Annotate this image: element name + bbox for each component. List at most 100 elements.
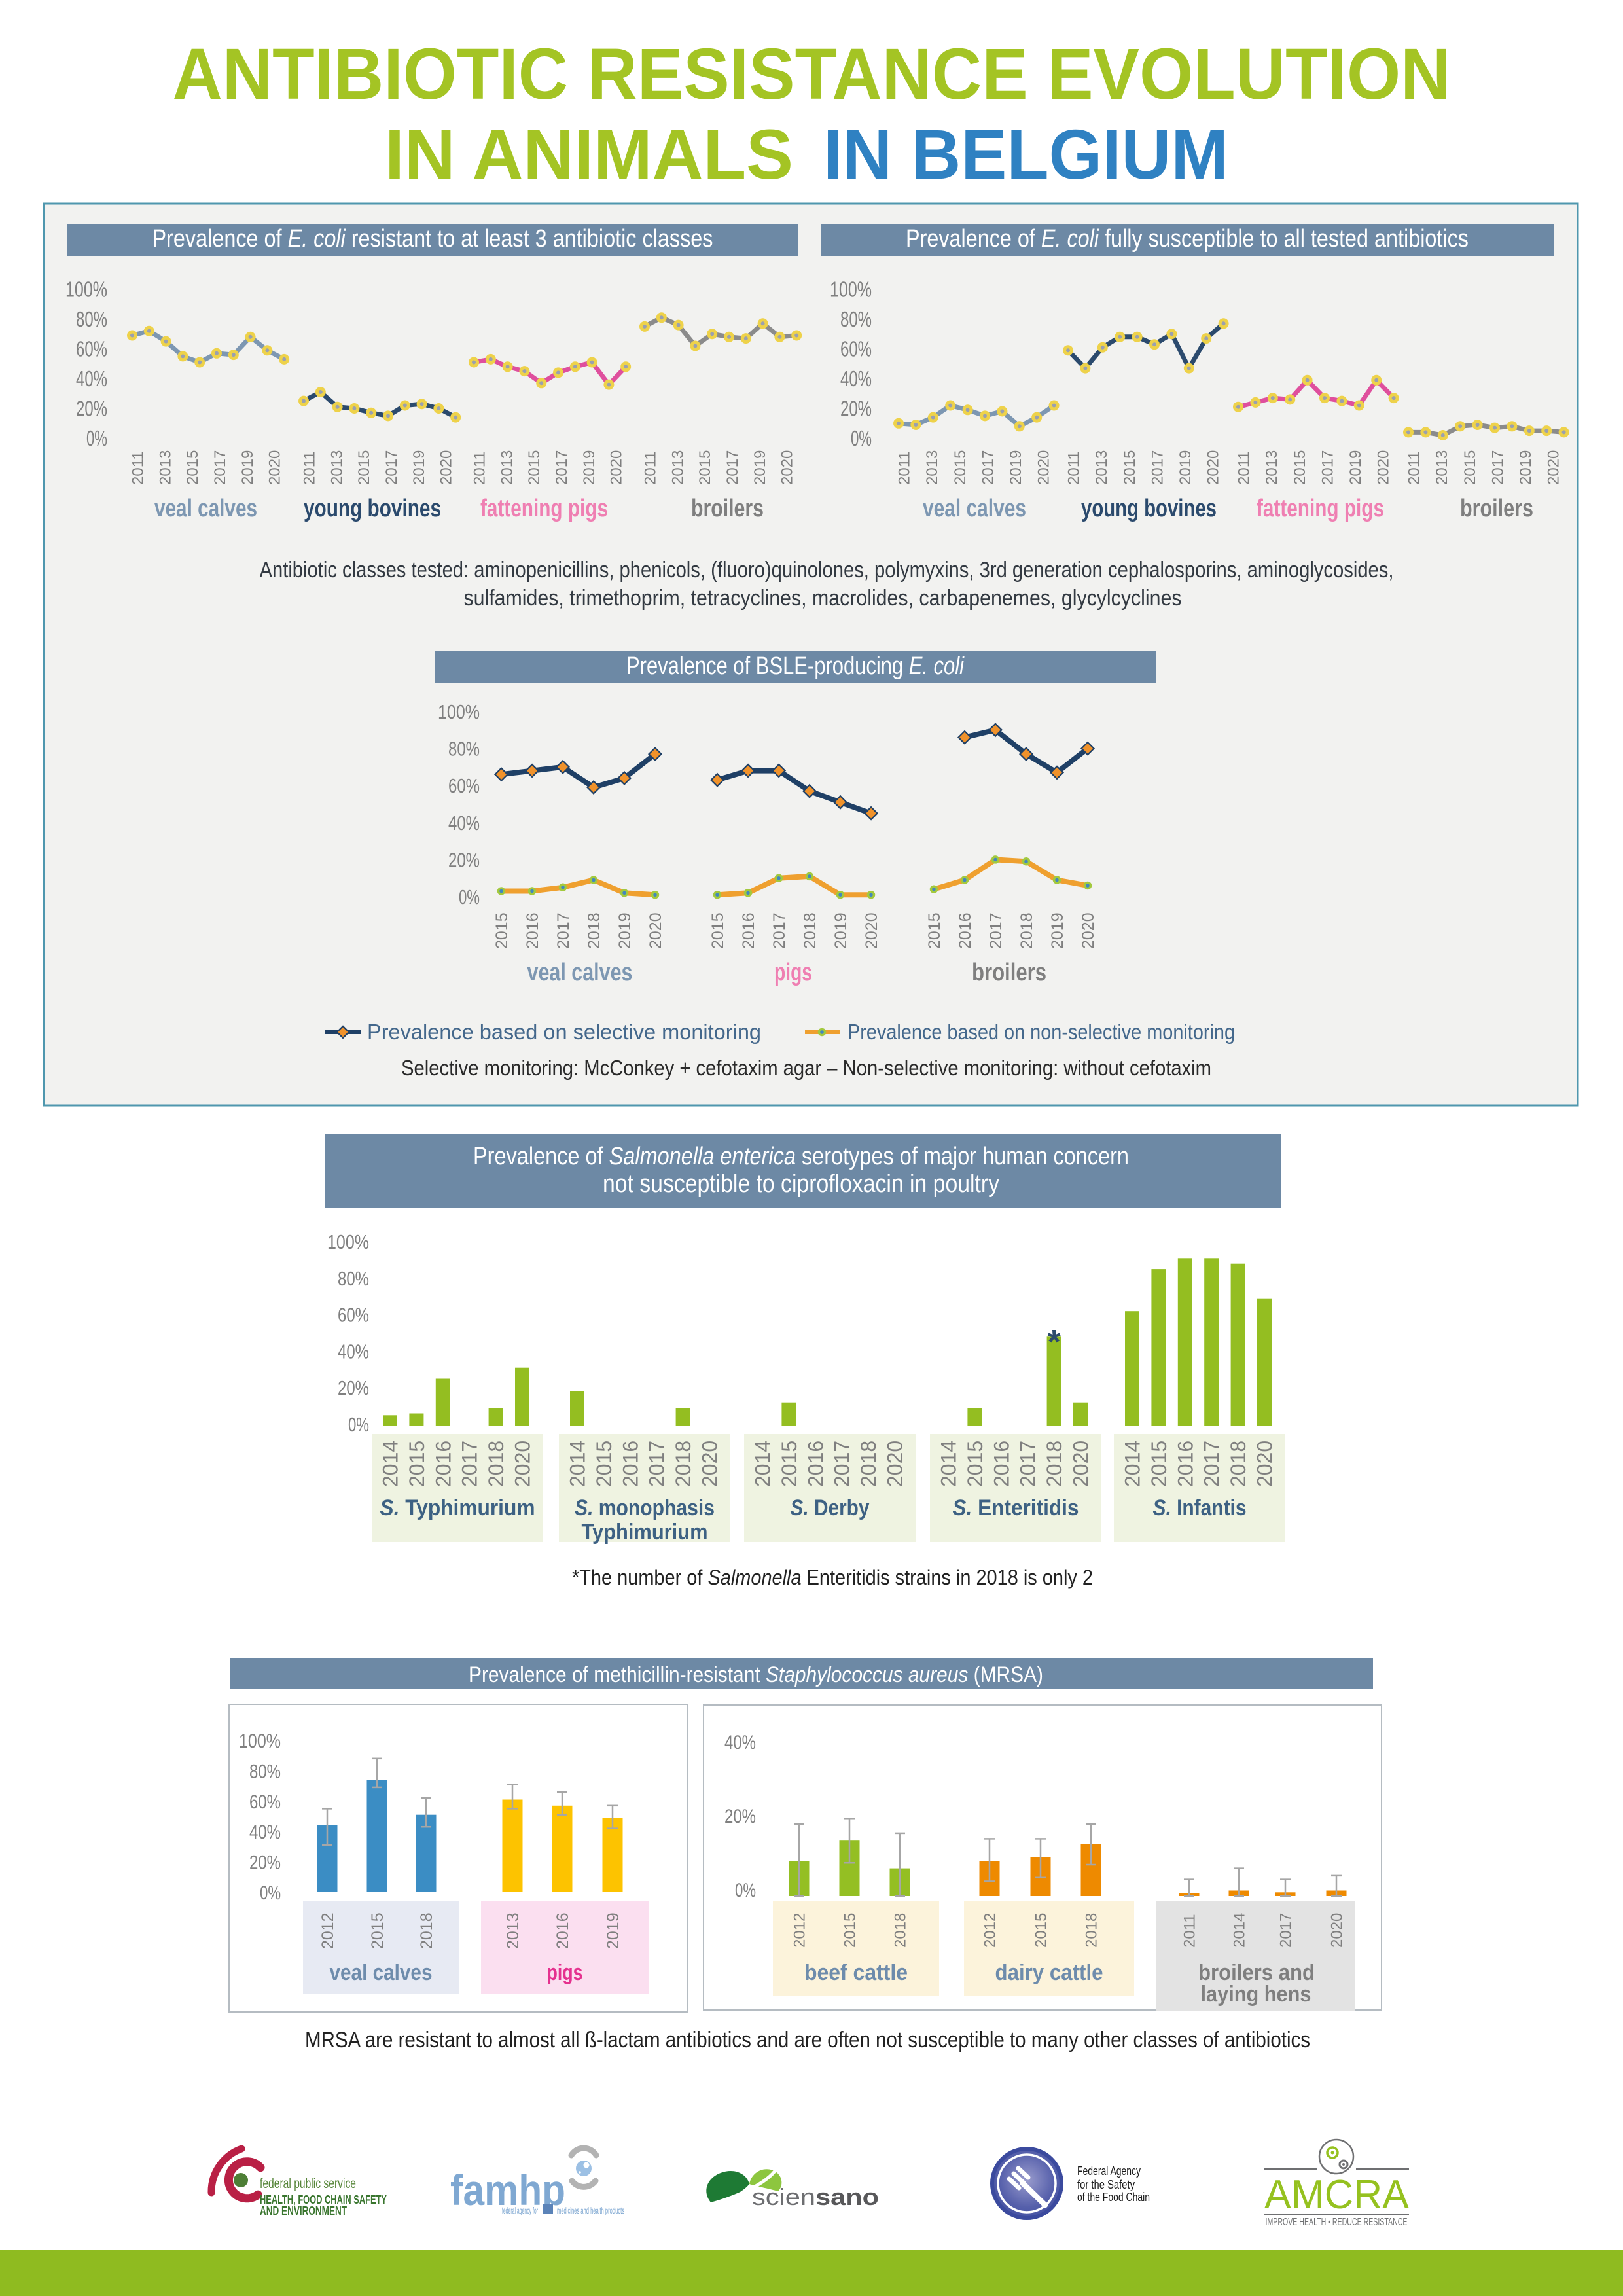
svg-text:2019: 2019 <box>604 1912 622 1949</box>
svg-text:2019: 2019 <box>1347 450 1364 485</box>
svg-text:2013: 2013 <box>498 450 516 485</box>
svg-text:dairy cattle: dairy cattle <box>995 1960 1103 1985</box>
svg-text:Prevalence of Salmonella enter: Prevalence of Salmonella enterica seroty… <box>473 1143 1129 1170</box>
svg-text:100%: 100% <box>327 1230 369 1253</box>
svg-text:broilers and: broilers and <box>1198 1960 1315 1985</box>
svg-text:2015: 2015 <box>368 1912 387 1949</box>
svg-text:2020: 2020 <box>883 1441 907 1487</box>
svg-text:2015: 2015 <box>405 1441 429 1487</box>
svg-text:2020: 2020 <box>608 450 626 485</box>
svg-text:20%: 20% <box>724 1806 756 1827</box>
svg-text:2018: 2018 <box>585 912 603 949</box>
svg-text:2011: 2011 <box>1236 451 1253 485</box>
svg-text:2017: 2017 <box>458 1441 482 1487</box>
svg-text:2014: 2014 <box>1231 1913 1249 1948</box>
svg-text:2020: 2020 <box>1545 450 1563 485</box>
svg-text:2019: 2019 <box>580 450 598 485</box>
svg-text:2018: 2018 <box>484 1441 508 1487</box>
svg-text:2019: 2019 <box>616 912 634 949</box>
svg-text:*: * <box>1047 1323 1061 1361</box>
svg-text:2015: 2015 <box>184 450 202 485</box>
svg-text:2020: 2020 <box>511 1441 535 1487</box>
svg-text:2020: 2020 <box>1035 450 1053 485</box>
svg-text:2015: 2015 <box>709 912 727 949</box>
svg-text:2017: 2017 <box>770 912 789 949</box>
svg-text:S. Derby: S. Derby <box>791 1496 870 1520</box>
svg-text:2020: 2020 <box>438 450 455 485</box>
svg-text:2018: 2018 <box>1226 1441 1250 1487</box>
svg-text:2015: 2015 <box>1121 450 1139 485</box>
svg-text:2014: 2014 <box>379 1441 402 1487</box>
svg-text:veal calves: veal calves <box>923 495 1026 522</box>
svg-text:2013: 2013 <box>504 1912 522 1949</box>
svg-text:2011: 2011 <box>642 451 660 485</box>
svg-text:2017: 2017 <box>211 450 229 485</box>
svg-text:20%: 20% <box>448 848 480 871</box>
svg-text:2019: 2019 <box>239 450 257 485</box>
svg-text:Federal Agency: Federal Agency <box>1077 2164 1141 2178</box>
svg-text:not susceptible to ciprofloxac: not susceptible to ciprofloxacin in poul… <box>603 1170 999 1198</box>
svg-text:2015: 2015 <box>592 1441 616 1487</box>
svg-text:Prevalence of BSLE-producing E: Prevalence of BSLE-producing E. coli <box>626 653 965 680</box>
svg-text:fattening pigs: fattening pigs <box>480 495 608 522</box>
svg-text:2016: 2016 <box>804 1441 827 1487</box>
svg-text:for the Safety: for the Safety <box>1077 2178 1135 2191</box>
svg-text:2018: 2018 <box>1043 1441 1066 1487</box>
svg-text:2018: 2018 <box>671 1441 695 1487</box>
svg-text:20%: 20% <box>76 397 107 421</box>
svg-text:S. Infantis: S. Infantis <box>1153 1496 1247 1520</box>
svg-text:2016: 2016 <box>554 1912 572 1949</box>
svg-text:2020: 2020 <box>1079 912 1097 949</box>
svg-text:Prevalence of E. coli fully su: Prevalence of E. coli fully susceptible … <box>906 225 1469 253</box>
svg-text:2017: 2017 <box>1489 450 1507 485</box>
svg-text:2017: 2017 <box>383 450 401 485</box>
svg-text:2018: 2018 <box>1083 1913 1101 1948</box>
svg-text:2014: 2014 <box>751 1441 775 1487</box>
svg-text:80%: 80% <box>338 1267 369 1290</box>
svg-text:S. Enteritidis: S. Enteritidis <box>953 1496 1079 1520</box>
svg-text:2019: 2019 <box>1517 450 1535 485</box>
svg-text:80%: 80% <box>76 307 107 331</box>
svg-text:2019: 2019 <box>751 450 769 485</box>
svg-text:0%: 0% <box>260 1882 281 1904</box>
svg-text:2015: 2015 <box>1147 1441 1171 1487</box>
svg-text:sulfamides, trimethoprim, tetr: sulfamides, trimethoprim, tetracyclines,… <box>464 586 1182 611</box>
svg-text:2015: 2015 <box>355 450 373 485</box>
svg-text:60%: 60% <box>840 337 872 361</box>
svg-text:2016: 2016 <box>956 912 974 949</box>
svg-text:100%: 100% <box>438 700 480 723</box>
svg-text:AND ENVIRONMENT: AND ENVIRONMENT <box>260 2204 347 2217</box>
svg-text:0%: 0% <box>851 426 872 450</box>
svg-text:2013: 2013 <box>1093 450 1111 485</box>
svg-text:2017: 2017 <box>1200 1441 1224 1487</box>
svg-text:80%: 80% <box>249 1761 281 1782</box>
svg-text:2011: 2011 <box>130 451 147 485</box>
svg-text:2019: 2019 <box>410 450 428 485</box>
svg-text:veal calves: veal calves <box>154 495 257 522</box>
svg-text:60%: 60% <box>76 337 107 361</box>
svg-text:2013: 2013 <box>328 450 346 485</box>
svg-text:2015: 2015 <box>842 1913 859 1948</box>
svg-text:2017: 2017 <box>553 450 571 485</box>
svg-text:Prevalence of methicillin-resi: Prevalence of methicillin-resistant Stap… <box>469 1662 1043 1687</box>
svg-text:2020: 2020 <box>1375 450 1393 485</box>
svg-text:2015: 2015 <box>1291 450 1309 485</box>
svg-text:2017: 2017 <box>1319 450 1336 485</box>
svg-text:2015: 2015 <box>777 1441 801 1487</box>
svg-text:2015: 2015 <box>952 450 969 485</box>
svg-text:2020: 2020 <box>266 450 284 485</box>
svg-text:2015: 2015 <box>1033 1913 1050 1948</box>
svg-text:2017: 2017 <box>1016 1441 1040 1487</box>
svg-text:2012: 2012 <box>791 1913 809 1948</box>
svg-text:2018: 2018 <box>801 912 819 949</box>
svg-text:2019: 2019 <box>832 912 850 949</box>
svg-text:2020: 2020 <box>779 450 796 485</box>
svg-text:80%: 80% <box>448 738 480 761</box>
svg-text:2016: 2016 <box>524 912 542 949</box>
svg-text:2017: 2017 <box>830 1441 854 1487</box>
svg-text:veal calves: veal calves <box>330 1960 433 1985</box>
svg-text:2019: 2019 <box>1007 450 1025 485</box>
svg-text:2015: 2015 <box>963 1441 987 1487</box>
svg-text:Prevalence of E. coli resistan: Prevalence of E. coli resistant to at le… <box>152 225 713 253</box>
svg-text:broilers: broilers <box>691 495 764 522</box>
